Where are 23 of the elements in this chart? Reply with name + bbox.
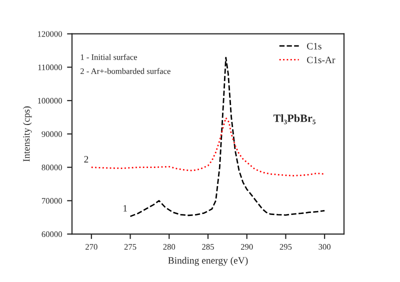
annotation: 1 - Initial surface xyxy=(80,54,138,60)
annotation: 2 - Ar+-bombarded surface xyxy=(80,68,170,74)
x-tick-label: 290 xyxy=(240,244,253,250)
x-tick-label: 275 xyxy=(124,244,136,250)
annotation: 2 xyxy=(84,156,88,162)
y-tick-label: 110000 xyxy=(38,64,62,70)
annotation: 1 xyxy=(124,205,127,212)
x-tick-label: 285 xyxy=(202,244,214,250)
x-tick-label: 270 xyxy=(86,244,98,250)
x-tick-label: 295 xyxy=(280,244,292,250)
y-tick-label: 80000 xyxy=(42,164,62,170)
x-tick-label: 280 xyxy=(163,244,176,250)
y-axis-title: Intensity (cps) xyxy=(22,106,32,162)
y-tick-label: 120000 xyxy=(38,31,62,37)
x-axis-title: Binding energy (eV) xyxy=(168,256,248,266)
legend-label: C1s-Ar xyxy=(307,56,336,64)
legend-label: C1s xyxy=(307,42,322,50)
y-tick-label: 90000 xyxy=(42,131,62,137)
x-tick-label: 300 xyxy=(318,244,331,250)
y-tick-label: 100000 xyxy=(38,98,62,104)
y-tick-label: 70000 xyxy=(42,198,62,204)
y-tick-label: 60000 xyxy=(42,231,62,238)
annotation: Tl₃PbBr₅ xyxy=(273,114,316,124)
